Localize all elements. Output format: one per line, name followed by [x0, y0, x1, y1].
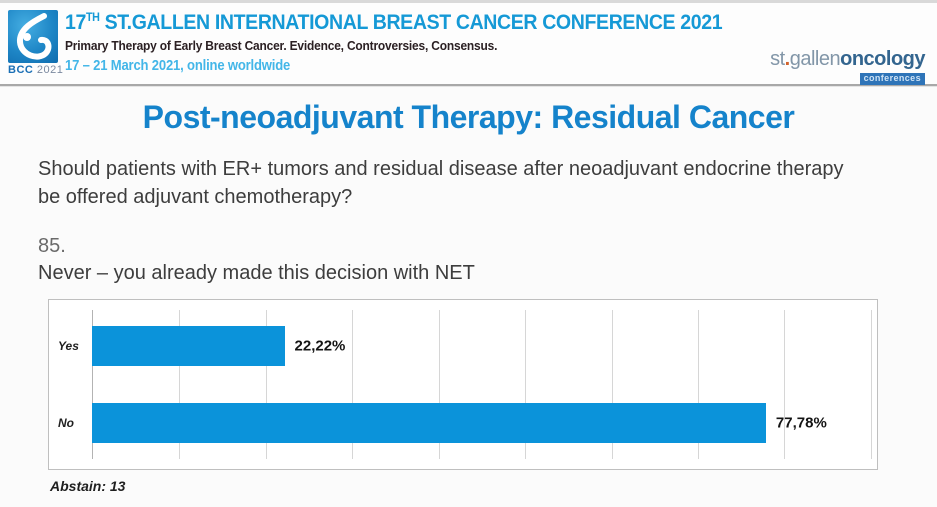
conference-title-number: 17 [65, 11, 86, 34]
bcc-logo: BCC 2021 [8, 10, 64, 76]
header-divider [0, 84, 937, 86]
gridline [697, 310, 699, 459]
stgallen-oncology-wordmark: st.gallenoncology [770, 49, 925, 69]
gridline [784, 310, 786, 459]
chart-row-no: No 77,78% [49, 385, 877, 462]
bcc-logo-text: BCC [8, 64, 34, 76]
brand-gallen: gallen [789, 48, 841, 70]
gridline [438, 310, 440, 459]
question-number: 85. [38, 235, 66, 257]
chart-gridlines [92, 310, 876, 459]
value-label-yes: 22,22% [294, 337, 346, 355]
conference-dates: 17 – 21 March 2021, online worldwide [65, 57, 291, 74]
conference-header-text: 17TH ST.GALLEN INTERNATIONAL BREAST CANC… [65, 11, 772, 74]
bar-no [92, 402, 766, 443]
slide-content: Post-neoadjuvant Therapy: Residual Cance… [0, 99, 937, 494]
breast-drop-icon [17, 13, 52, 60]
conference-title: 17TH ST.GALLEN INTERNATIONAL BREAST CANC… [65, 11, 723, 35]
conference-title-main: ST.GALLEN INTERNATIONAL BREAST CANCER CO… [99, 11, 723, 34]
bar-track: 22,22% [92, 308, 877, 385]
brand-conferences-badge: conferences [859, 73, 925, 85]
bcc-logo-mark [8, 10, 58, 63]
brand-oncology: oncology [840, 48, 925, 70]
brand-st: st [770, 48, 785, 70]
conference-subtitle: Primary Therapy of Early Breast Cancer. … [65, 38, 498, 53]
slide-title: Post-neoadjuvant Therapy: Residual Cance… [142, 99, 795, 135]
slide: BCC 2021 17TH ST.GALLEN INTERNATIONAL BR… [0, 3, 937, 507]
bar-track: 77,78% [92, 385, 877, 462]
conference-title-ordinal: TH [85, 12, 100, 24]
question-text: Should patients with ER+ tumors and resi… [38, 158, 844, 208]
chart-row-yes: Yes 22,22% [49, 308, 877, 385]
abstain-note: Abstain: 13 [50, 478, 126, 494]
category-label-yes: Yes [58, 339, 79, 354]
value-label-no: 77,78% [775, 414, 827, 432]
gridline [870, 310, 872, 459]
gridline [265, 310, 267, 459]
gridline [611, 310, 613, 459]
brand-dot: . [784, 48, 791, 70]
statement-text: Never – you already made this decision w… [38, 262, 475, 284]
poll-results-chart: Yes 22,22% No 77,78% [48, 299, 878, 470]
bar-yes [92, 326, 285, 367]
bcc-logo-caption: BCC 2021 [8, 64, 64, 76]
gridline [525, 310, 527, 459]
stgallen-oncology-logo: st.gallenoncology conferences [770, 49, 925, 85]
bcc-logo-year: 2021 [36, 64, 64, 76]
gridline [352, 310, 354, 459]
conference-header: BCC 2021 17TH ST.GALLEN INTERNATIONAL BR… [0, 3, 937, 85]
category-label-no: No [58, 415, 74, 430]
gridline [179, 310, 181, 459]
